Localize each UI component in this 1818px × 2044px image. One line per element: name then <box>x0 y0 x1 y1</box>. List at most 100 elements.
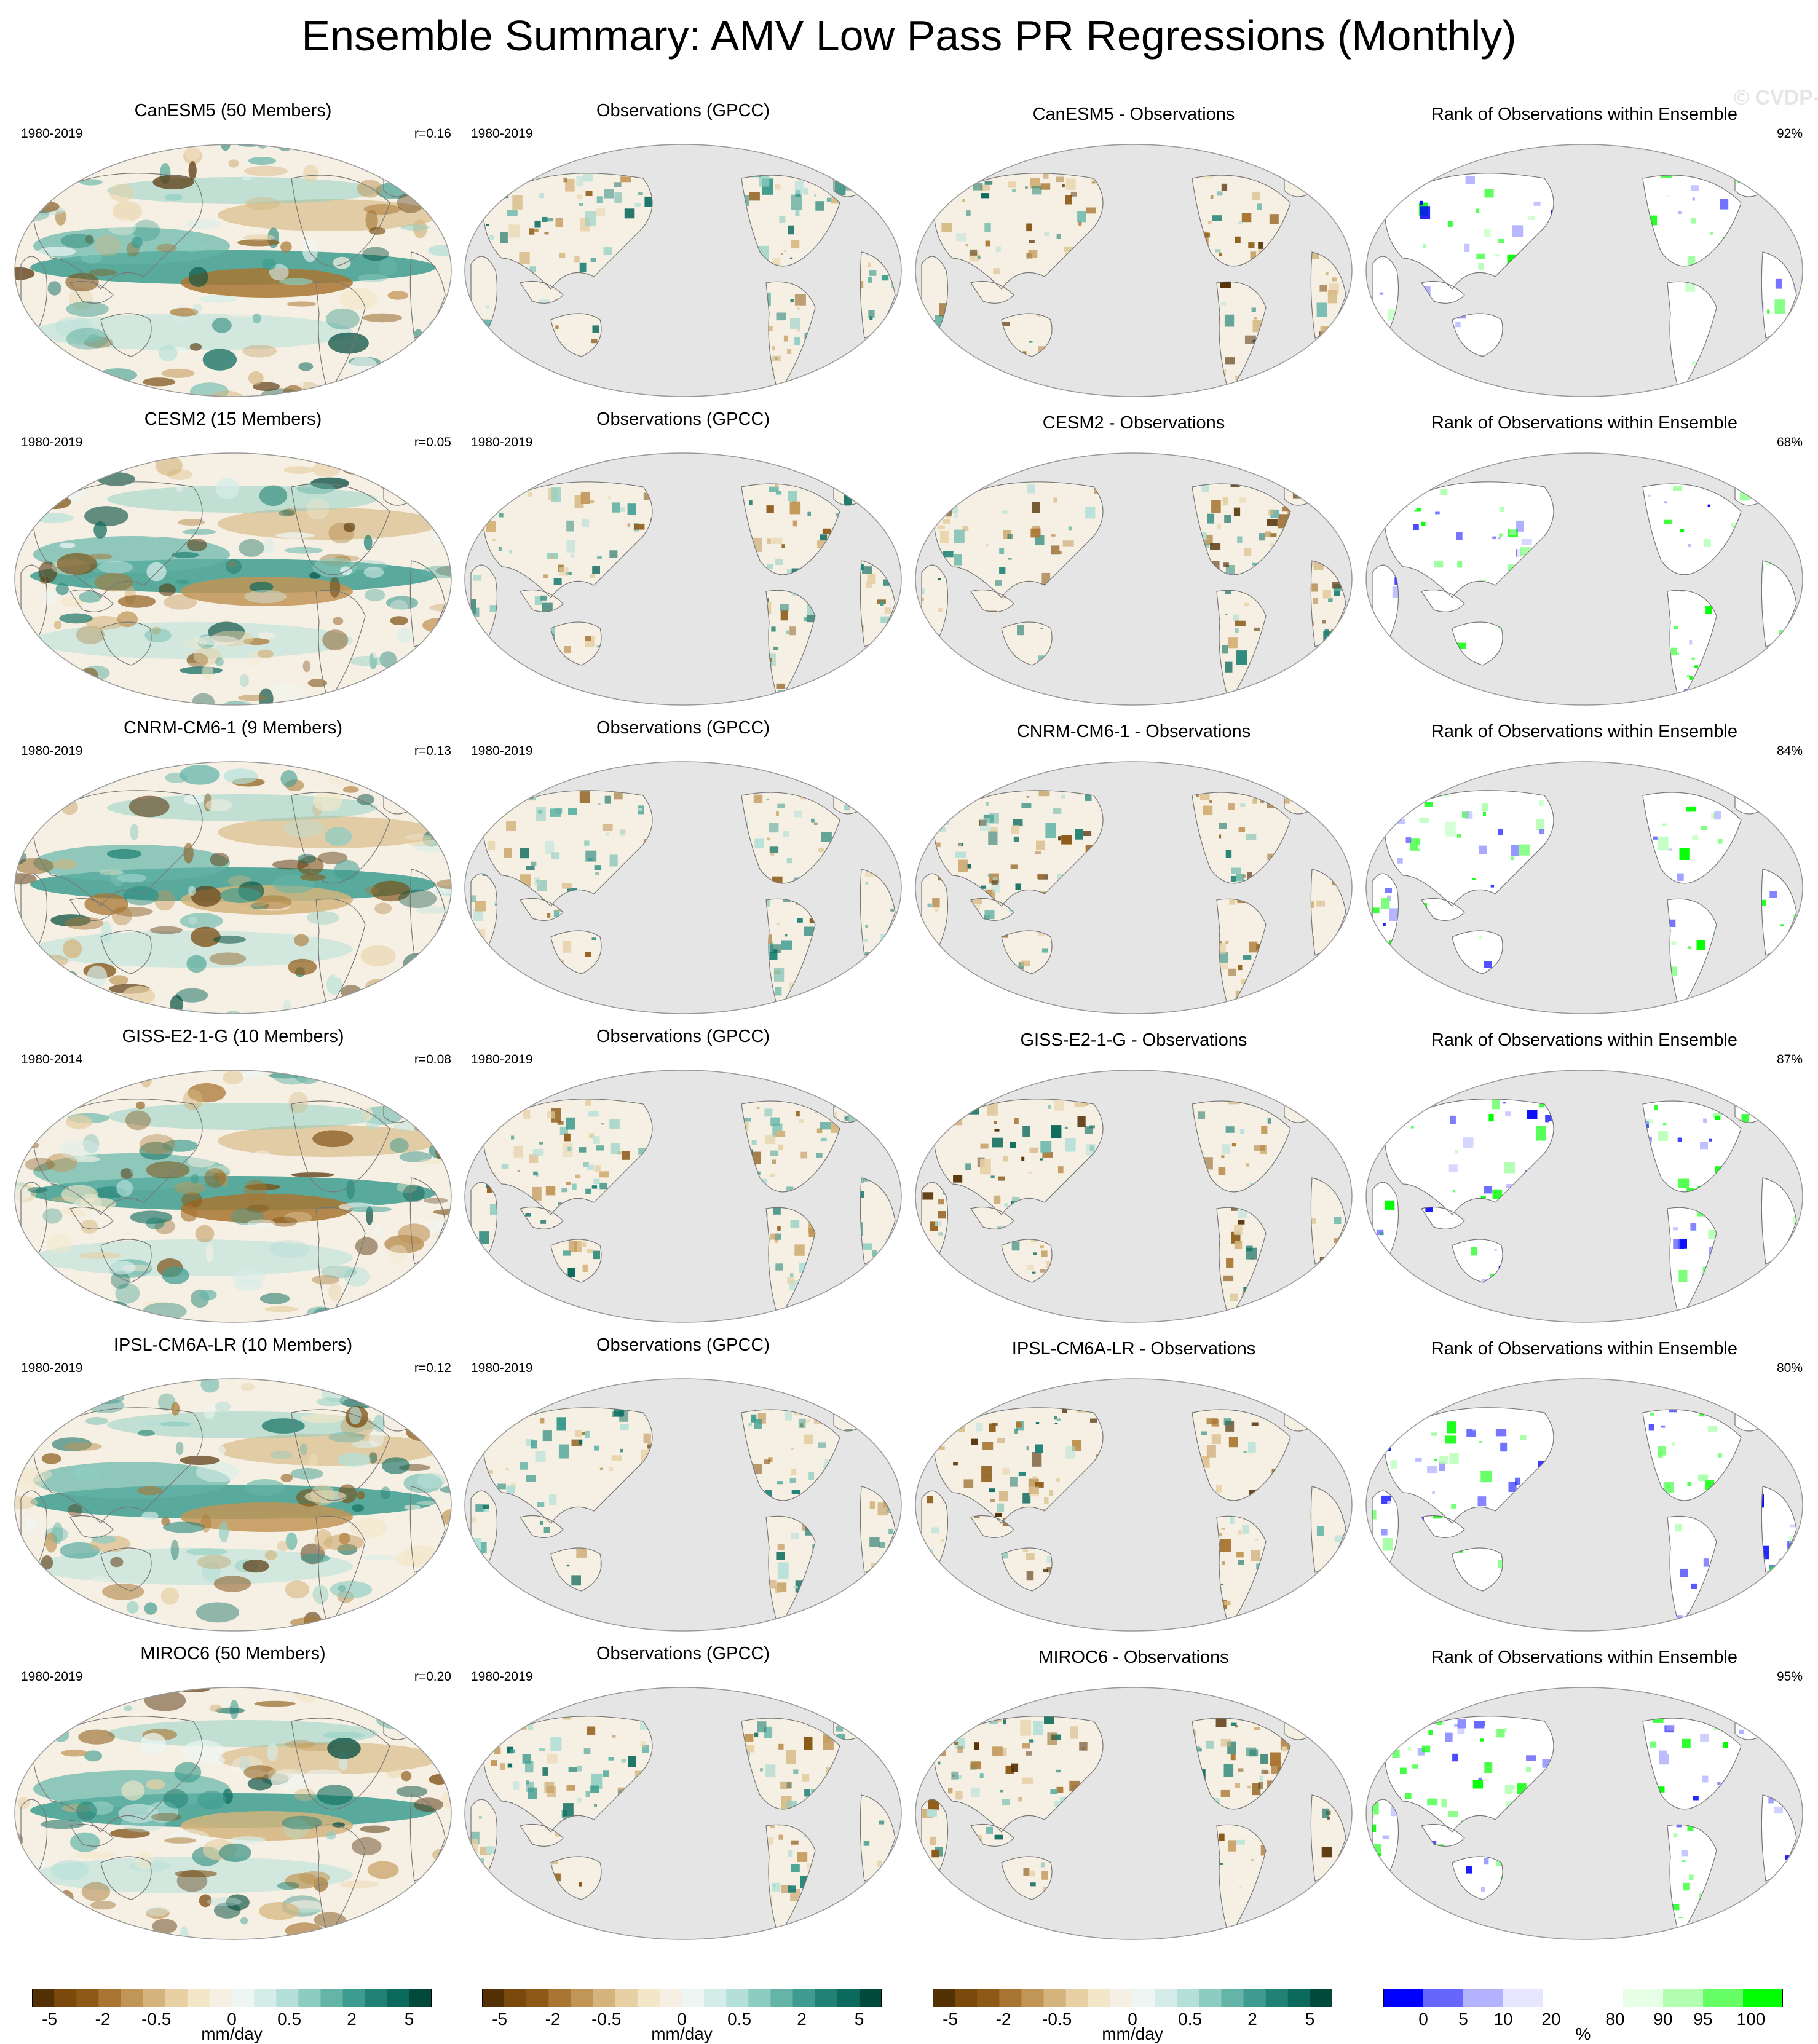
colorbar-box <box>1088 1989 1111 2007</box>
colorbar-box <box>726 1989 749 2007</box>
panel-obs-row-1: Observations (GPCC)1980-2019 <box>459 98 907 406</box>
colorbar-box <box>188 1989 210 2007</box>
panel-obs-row-4: Observations (GPCC)1980-2019 <box>459 1024 907 1332</box>
colorbar-box <box>54 1989 77 2007</box>
map-plot <box>1360 444 1809 714</box>
map-plot <box>9 1370 457 1640</box>
colorbar-box <box>232 1989 255 2007</box>
colorbar-box <box>1743 1989 1783 2007</box>
panel-title: CanESM5 (50 Members) <box>9 101 457 121</box>
colorbar-box <box>933 1989 955 2007</box>
panel-obs-row-5: Observations (GPCC)1980-2019 <box>459 1333 907 1640</box>
panel-title: Observations (GPCC) <box>459 1644 907 1664</box>
colorbar-box <box>409 1989 432 2007</box>
colorbar-box <box>1199 1989 1222 2007</box>
colorbar-box <box>1543 1989 1584 2007</box>
colorbar-box <box>1423 1989 1464 2007</box>
map-plot <box>459 135 907 406</box>
colorbar-box <box>837 1989 860 2007</box>
colorbar-box <box>682 1989 705 2007</box>
colorbar-box <box>1663 1989 1704 2007</box>
colorbar-box <box>977 1989 1000 2007</box>
colorbar-box <box>770 1989 793 2007</box>
colorbar-box <box>1703 1989 1744 2007</box>
map-plot <box>9 1678 457 1949</box>
map-plot <box>909 1678 1358 1949</box>
panel-diff-row-3: CNRM-CM6-1 - Observations <box>909 716 1358 1023</box>
colorbar-box <box>1155 1989 1177 2007</box>
panel-diff-row-5: IPSL-CM6A-LR - Observations <box>909 1333 1358 1640</box>
colorbar-box <box>1310 1989 1332 2007</box>
panel-title: Rank of Observations within Ensemble <box>1360 105 1809 125</box>
map-plot <box>909 1370 1358 1640</box>
colorbar-box <box>298 1989 321 2007</box>
colorbar-box <box>660 1989 682 2007</box>
map-plot <box>1360 752 1809 1023</box>
map-plot <box>459 1061 907 1332</box>
colorbar-box <box>320 1989 343 2007</box>
colorbar-box <box>1221 1989 1244 2007</box>
panel-title: GISS-E2-1-G (10 Members) <box>9 1027 457 1047</box>
colorbar-boxes <box>32 1989 432 2007</box>
map-plot <box>1360 1678 1809 1949</box>
panel-title: CESM2 - Observations <box>909 413 1358 433</box>
colorbar-box <box>32 1989 55 2007</box>
colorbar-box <box>793 1989 816 2007</box>
colorbar-box <box>210 1989 232 2007</box>
map-plot <box>9 1061 457 1332</box>
colorbar-box <box>860 1989 882 2007</box>
map-plot <box>9 752 457 1023</box>
panel-title: CNRM-CM6-1 (9 Members) <box>9 718 457 738</box>
colorbar-box <box>1177 1989 1199 2007</box>
panel-title: IPSL-CM6A-LR (10 Members) <box>9 1335 457 1355</box>
colorbar-box <box>121 1989 143 2007</box>
colorbar-box <box>276 1989 299 2007</box>
colorbar-box <box>254 1989 277 2007</box>
panel-title: MIROC6 - Observations <box>909 1647 1358 1668</box>
colorbar-box <box>1288 1989 1311 2007</box>
panel-diff-row-6: MIROC6 - Observations <box>909 1641 1358 1949</box>
colorbar-box <box>615 1989 638 2007</box>
panel-diff-row-1: CanESM5 - Observations <box>909 98 1358 406</box>
colorbar-units: mm/day <box>933 2024 1332 2044</box>
colorbar-box <box>815 1989 838 2007</box>
map-plot <box>1360 1370 1809 1640</box>
colorbar-box <box>143 1989 166 2007</box>
panel-title: Observations (GPCC) <box>459 718 907 738</box>
colorbar-box <box>1463 1989 1504 2007</box>
map-plot <box>459 1370 907 1640</box>
colorbar-box <box>526 1989 549 2007</box>
colorbar-box <box>748 1989 771 2007</box>
colorbar-boxes <box>482 1989 882 2007</box>
map-plot <box>909 444 1358 714</box>
colorbar-units: mm/day <box>482 2024 882 2044</box>
colorbar-box <box>1623 1989 1664 2007</box>
colorbar-box <box>593 1989 616 2007</box>
colorbar-box <box>1383 1989 1424 2007</box>
colorbar-box <box>1503 1989 1544 2007</box>
map-plot <box>459 1678 907 1949</box>
colorbar-box <box>638 1989 660 2007</box>
colorbar-box <box>165 1989 188 2007</box>
colorbar-box <box>1110 1989 1133 2007</box>
colorbar-box <box>76 1989 99 2007</box>
colorbar-box <box>387 1989 410 2007</box>
colorbar-box <box>704 1989 727 2007</box>
map-plot <box>1360 1061 1809 1332</box>
page-title: Ensemble Summary: AMV Low Pass PR Regres… <box>0 11 1818 60</box>
panel-title: Observations (GPCC) <box>459 1335 907 1355</box>
colorbar-box <box>482 1989 505 2007</box>
panel-obs-row-6: Observations (GPCC)1980-2019 <box>459 1641 907 1949</box>
